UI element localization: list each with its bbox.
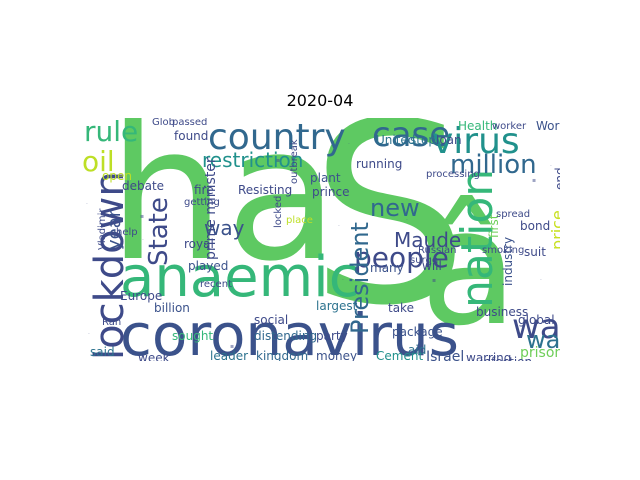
cloud-word: way [204,216,245,240]
cloud-word: sought [172,329,214,343]
cloud-word: Russian [418,245,457,256]
cloud-word: will [422,259,442,273]
cloud-word: virus [432,121,520,162]
cloud-word: â [420,174,519,361]
cloud-word: Vladimir [97,208,108,250]
cloud-word: party [316,329,348,343]
cloud-word: ha [108,118,339,302]
chart-title: 2020-04 [286,91,354,110]
cloud-word: global [518,313,555,327]
cloud-word: lockdown [87,171,133,360]
cloud-word: prison [520,345,560,361]
cloud-word: said [90,345,115,359]
cloud-word: Resisting [238,183,293,197]
filler-dot: · [338,223,340,230]
cloud-word: worker [492,121,527,132]
cloud-word: fire [194,183,214,197]
cloud-word: place [286,215,313,226]
cloud-word: many [370,261,404,275]
cloud-word: Glob [152,118,175,128]
filler-dot: · [550,163,552,170]
cloud-word: open [102,169,132,183]
cloud-word: smoking [482,245,525,256]
cloud-word: largest [316,299,358,313]
filler-dot: · [540,277,542,284]
filler-dot: · [88,331,90,338]
cloud-word: Cement [376,349,424,361]
filler-dot: ▪ [532,177,537,184]
filler-dot: · [406,217,408,224]
cloud-word: step [410,133,436,147]
cloud-word: Health [458,119,498,133]
cloud-word: rule [84,118,139,148]
cloud-word: war [526,326,560,354]
cloud-word: getting [184,197,220,208]
cloud-word: outbreak [289,139,300,184]
cloud-word: locked [273,195,284,228]
cloud-word: Ran [102,317,122,328]
cloud-word: aid [408,343,427,357]
cloud-word: debate [122,179,165,193]
cloud-word: royal [184,237,214,251]
cloud-word: anaemic [120,245,360,310]
cloud-word: coronavirus [120,301,459,361]
filler-dot: ▪ [276,157,281,164]
filler-dot: ▪ [140,213,145,220]
cloud-word: week [138,351,170,361]
cloud-word: infection [480,356,532,361]
cloud-word: package [392,325,443,339]
cloud-word: surge [410,255,438,266]
cloud-word: running [356,157,403,171]
cloud-word: State [144,197,174,266]
cloud-word: suit [524,245,546,259]
filler-dot: ▪ [230,343,235,350]
cloud-word: people [354,241,449,274]
cloud-word: leader [210,349,249,361]
cloud-word: loan [436,133,462,147]
cloud-word: end [553,167,560,190]
cloud-word: case [372,118,451,155]
cloud-word: played [188,259,229,273]
cloud-word: price [548,210,560,250]
filler-dot: · [86,201,88,208]
cloud-word: recent [200,279,232,290]
filler-dot: · [142,237,144,244]
cloud-word: new [370,194,420,222]
cloud-word: money [316,349,358,361]
cloud-word: social [254,313,289,327]
cloud-word: oil [82,145,115,178]
cloud-word: million [450,150,537,180]
cloud-word: restriction [202,148,304,172]
cloud-word: billion [154,301,190,315]
cloud-word: kingdom [256,349,309,361]
cloud-word: President [346,222,374,334]
cloud-word: passed [172,118,208,128]
cloud-word: take [388,301,414,315]
cloud-word: World [536,119,560,133]
cloud-word: United [376,133,416,147]
filler-dot: ▪ [432,277,437,284]
cloud-word: business [476,305,529,319]
cloud-word: warring [466,351,512,361]
cloud-word: distending [254,329,318,343]
filler-dot: · [342,277,344,284]
cloud-word: help [116,227,138,238]
cloud-word: found [174,129,209,143]
cloud-word: prince [312,185,350,199]
cloud-word: processing [426,169,480,180]
cloud-word: S [310,118,469,360]
cloud-word: spread [496,209,531,220]
filler-dot: · [348,141,350,148]
cloud-word: Europe [120,289,163,303]
cloud-word: plant [310,171,341,185]
cloud-word: bond [520,219,551,233]
cloud-word: Maude [394,228,462,252]
cloud-word: Israel [426,349,465,361]
cloud-word: wa [512,307,560,347]
cloud-word: country [208,118,346,158]
filler-dot: · [262,207,264,214]
cloud-word: nation [452,168,503,308]
